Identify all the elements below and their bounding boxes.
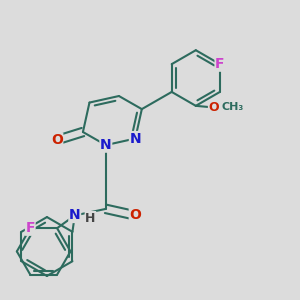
Text: H: H xyxy=(85,212,96,224)
Text: O: O xyxy=(208,101,219,114)
Text: N: N xyxy=(130,131,141,146)
Text: F: F xyxy=(26,221,35,235)
Text: F: F xyxy=(215,57,225,71)
Text: CH₃: CH₃ xyxy=(222,103,244,112)
Text: N: N xyxy=(69,208,81,222)
Text: N: N xyxy=(100,138,112,152)
Text: O: O xyxy=(129,208,141,222)
Text: O: O xyxy=(51,133,63,147)
